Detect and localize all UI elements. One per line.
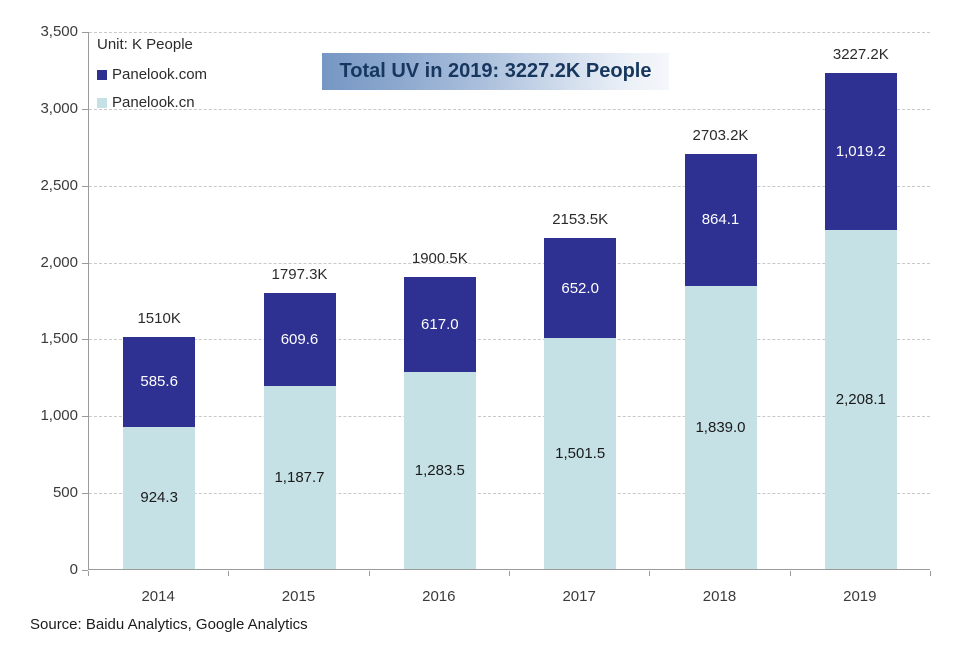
- gridline-3,000: [89, 108, 930, 110]
- bar-2017: 652.0 1,501.5: [544, 237, 617, 569]
- y-axis-tick-mark: [82, 570, 88, 571]
- y-axis-tick-label: 1,000: [40, 407, 78, 425]
- bar-segment-panelook-com-2015: 609.6: [263, 292, 336, 387]
- x-axis-tick-mark: [789, 571, 791, 576]
- x-axis-label-2016: 2016: [422, 588, 456, 605]
- y-axis-tick-label: 3,000: [40, 99, 78, 117]
- plot-area: Unit: K People Panelook.com Panelook.cn …: [88, 32, 930, 570]
- y-axis-tick-mark: [82, 416, 88, 418]
- bar-segment-panelook-cn-2014: 924.3: [123, 426, 196, 569]
- x-axis-label-2017: 2017: [562, 588, 596, 605]
- y-axis-tick-mark: [82, 262, 88, 264]
- bar-segment-panelook-com-2018: 864.1: [684, 153, 757, 287]
- bar-2016: 617.0 1,283.5: [403, 276, 476, 569]
- total-label-2016: 1900.5K: [411, 249, 468, 267]
- legend-swatch-panelook-cn: [97, 97, 107, 108]
- y-axis-tick-label: 1,500: [40, 330, 78, 348]
- source-note: Source: Baidu Analytics, Google Analytic…: [30, 616, 308, 633]
- bar-segment-panelook-cn-2019: 2,208.1: [824, 229, 897, 569]
- bar-segment-panelook-cn-2017: 1,501.5: [544, 338, 617, 569]
- x-axis-tick-mark: [228, 571, 230, 576]
- x-axis-tick-mark: [509, 571, 510, 576]
- bar-2018: 864.1 1,839.0: [684, 153, 757, 570]
- y-axis-tick-mark: [82, 108, 88, 110]
- gridline-500: [89, 493, 930, 495]
- bar-segment-panelook-com-2016: 617.0: [403, 276, 476, 372]
- gridline-2,500: [89, 185, 930, 187]
- legend-label-panelook-cn: Panelook.cn: [112, 94, 195, 111]
- total-label-2018: 2703.2K: [692, 126, 749, 144]
- bar-segment-panelook-com-2017: 652.0: [544, 237, 617, 339]
- bar-segment-panelook-com-2014: 585.6: [123, 336, 196, 427]
- y-axis-tick-label: 3,500: [40, 23, 78, 40]
- x-axis-label-2015: 2015: [281, 588, 316, 605]
- total-label-2017: 2153.5K: [552, 210, 609, 228]
- y-axis-tick-mark: [82, 493, 88, 495]
- y-axis-tick-label: 2,500: [40, 176, 78, 194]
- gridline-3,500: [89, 32, 930, 33]
- gridline-2,000: [89, 262, 930, 264]
- legend-label-panelook-com: Panelook.com: [112, 66, 208, 83]
- legend-swatch-panelook-com: [97, 69, 107, 80]
- bar-segment-panelook-com-2019: 1,019.2: [824, 72, 897, 230]
- chart-title: Total UV in 2019: 3227.2K People: [322, 53, 669, 90]
- y-axis-tick-label: 500: [52, 484, 78, 502]
- total-label-2019: 3227.2K: [832, 45, 889, 63]
- bar-2019: 1,019.2 2,208.1: [824, 72, 897, 569]
- bar-2015: 609.6 1,187.7: [263, 292, 336, 569]
- bar-2014: 585.6 924.3: [123, 336, 196, 569]
- legend-item-panelook-com: Panelook.com: [97, 66, 207, 83]
- y-axis-tick-mark: [82, 339, 88, 341]
- x-axis-tick-mark: [88, 571, 89, 576]
- total-label-2015: 1797.3K: [271, 265, 328, 283]
- legend: Unit: K People Panelook.com Panelook.cn: [97, 36, 207, 122]
- x-axis-label-2014: 2014: [141, 588, 175, 605]
- x-axis-label-2018: 2018: [702, 588, 737, 605]
- y-axis-tick-label: 2,000: [40, 253, 78, 271]
- bar-segment-panelook-cn-2018: 1,839.0: [684, 286, 757, 569]
- x-axis-tick-mark: [649, 571, 651, 576]
- bar-segment-panelook-cn-2015: 1,187.7: [263, 386, 336, 569]
- gridline-1,000: [89, 416, 930, 418]
- x-axis-label-2019: 2019: [843, 588, 877, 605]
- gridline-1,500: [89, 339, 930, 341]
- y-axis-tick-mark: [82, 32, 88, 33]
- x-axis-tick-mark: [368, 571, 370, 576]
- y-axis-tick-mark: [82, 185, 88, 187]
- x-axis-tick-mark: [930, 571, 931, 576]
- total-label-2014: 1510K: [137, 309, 181, 327]
- bar-segment-panelook-cn-2016: 1,283.5: [403, 371, 476, 569]
- legend-item-panelook-cn: Panelook.cn: [97, 94, 207, 111]
- unit-label: Unit: K People: [97, 36, 193, 53]
- y-axis-tick-label: 0: [69, 561, 78, 578]
